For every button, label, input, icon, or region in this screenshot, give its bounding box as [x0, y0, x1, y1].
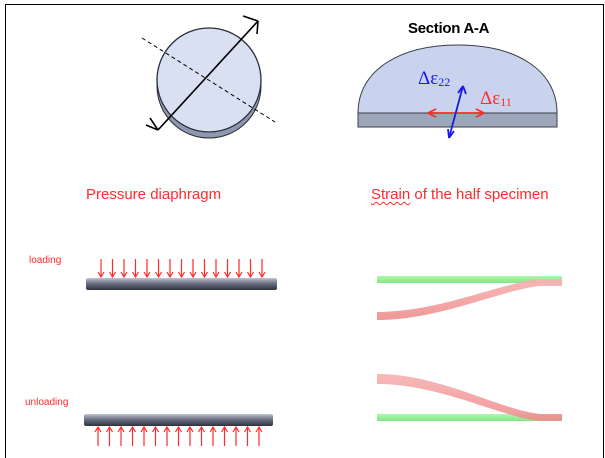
pressure-arrow-icon — [143, 259, 151, 279]
pressure-arrow-icon — [128, 425, 137, 446]
pressure-arrow-icon — [166, 259, 174, 279]
pressure-arrow-icon — [246, 259, 255, 279]
unloading-strain-band — [377, 374, 562, 421]
pressure-arrow-icon — [258, 259, 266, 279]
pressure-arrow-icon — [94, 425, 102, 446]
strain-22-label: Δε22 — [418, 68, 450, 89]
pressure-diaphragm-title: Pressure diaphragm — [86, 186, 222, 203]
pressure-arrow-icon — [255, 425, 263, 446]
pressure-arrow-icon — [197, 425, 206, 446]
unloading-reference-band — [377, 414, 562, 421]
unloading-diaphragm-plate — [84, 414, 273, 426]
pressure-arrow-icon — [120, 259, 128, 279]
pressure-arrow-icon — [174, 425, 183, 446]
strain-22-arrowheads-icon — [447, 85, 467, 139]
pressure-arrow-icon — [97, 259, 105, 279]
pressure-arrow-icon — [232, 425, 240, 446]
pressure-arrow-icon — [220, 425, 229, 446]
loading-pressure-arrows — [97, 259, 266, 279]
pressure-arrow-icon — [154, 259, 163, 279]
section-title: Section A-A — [408, 20, 490, 37]
frame-border-right — [603, 4, 604, 458]
pressure-arrow-icon — [117, 425, 125, 446]
section-cut-line — [141, 37, 276, 123]
pressure-arrow-icon — [140, 425, 148, 446]
pressure-arrow-icon — [186, 425, 194, 446]
strain-22-arrow — [448, 85, 464, 139]
pressure-arrow-icon — [105, 425, 114, 446]
load-arrow-bottom-icon — [145, 117, 159, 131]
pressure-arrow-icon — [163, 425, 171, 446]
unloading-pressure-arrows — [94, 425, 263, 446]
strain-title-word: Strain — [371, 186, 411, 203]
frame-border-top — [5, 4, 604, 5]
pressure-arrow-icon — [212, 259, 220, 279]
loading-reference-band — [377, 276, 562, 283]
pressure-arrow-icon — [200, 259, 209, 279]
pressure-arrow-icon — [209, 425, 217, 446]
pressure-arrow-icon — [151, 425, 160, 446]
pressure-arrow-icon — [235, 259, 243, 279]
load-diameter-line — [157, 20, 259, 131]
load-arrow-top-icon — [242, 15, 259, 35]
loading-label: loading — [29, 255, 62, 266]
pressure-arrow-icon — [223, 259, 232, 279]
strain-11-arrowheads-icon — [427, 108, 485, 118]
pressure-arrow-icon — [108, 259, 117, 279]
frame-border-left — [5, 4, 6, 458]
disk-specimen — [156, 27, 262, 139]
pressure-arrow-icon — [177, 259, 186, 279]
strain-title-rest: of the half specimen — [410, 186, 549, 203]
pressure-arrow-icon — [243, 425, 252, 446]
loading-strain-band — [377, 279, 562, 320]
strain-11-label: Δε11 — [480, 88, 512, 109]
half-specimen-section — [357, 44, 558, 128]
pressure-arrow-icon — [131, 259, 140, 279]
pressure-arrow-icon — [189, 259, 197, 279]
unloading-label: unloading — [25, 397, 69, 408]
strain-title: Strain of the half specimen — [371, 186, 549, 203]
loading-diaphragm-plate — [86, 278, 277, 290]
